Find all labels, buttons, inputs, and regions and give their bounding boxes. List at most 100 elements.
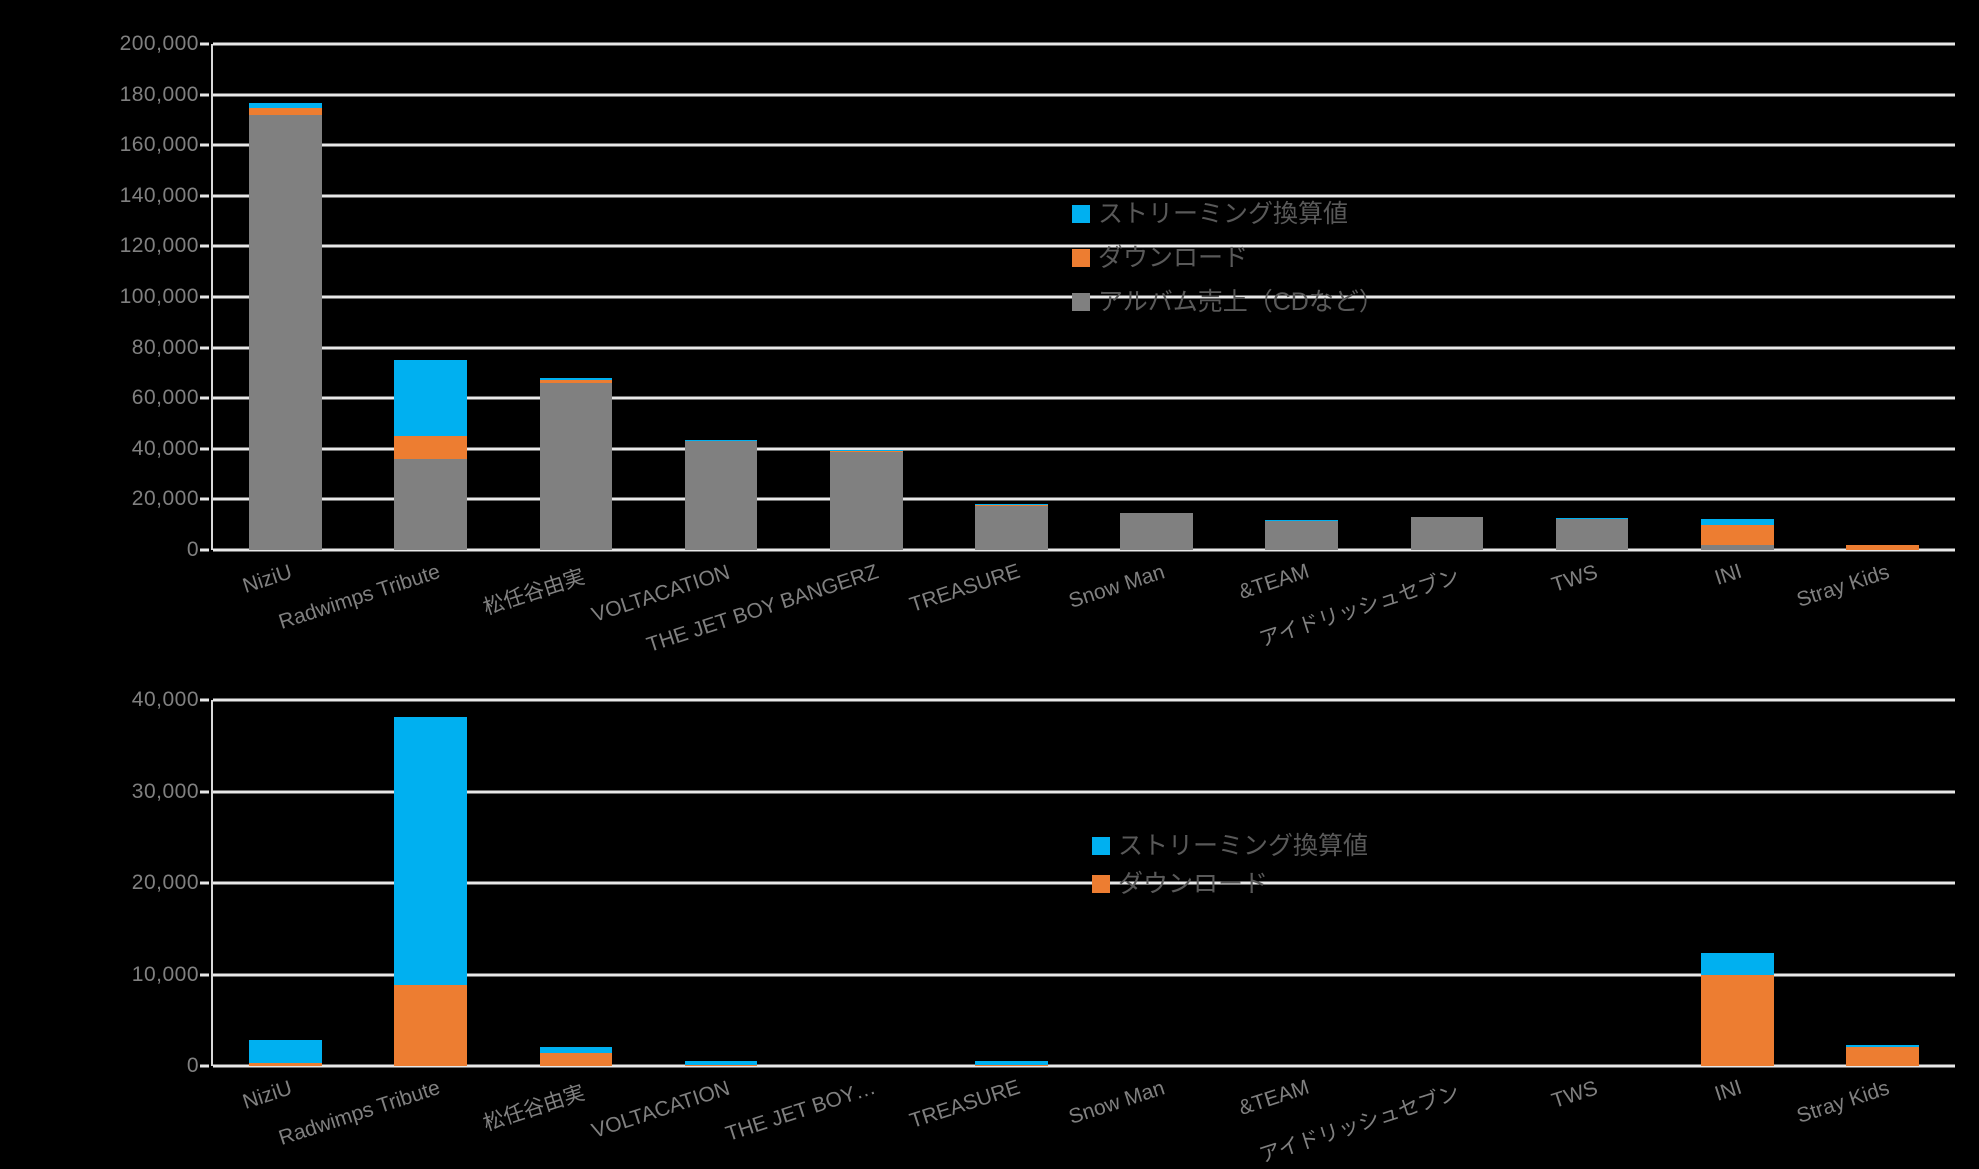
category-label: NiziU <box>240 1076 295 1114</box>
category-label: VOLTACATION <box>589 1076 733 1143</box>
bar-segment <box>540 383 613 550</box>
bar-segment <box>249 1063 322 1066</box>
category-label: TREASURE <box>907 1076 1023 1134</box>
category-label: Snow Man <box>1066 1076 1168 1129</box>
gridline <box>213 699 1955 702</box>
legend-item: ダウンロード <box>1092 870 1368 898</box>
legend-item: ストリーミング換算値 <box>1072 200 1384 228</box>
y-tickmark <box>200 346 209 349</box>
y-tickmark <box>200 447 209 450</box>
y-tickmark <box>200 93 209 96</box>
y-tick-label: 20,000 <box>132 871 199 895</box>
legend-label: ダウンロード <box>1098 246 1248 271</box>
bar-segment <box>830 452 903 550</box>
bar-segment <box>1701 545 1774 550</box>
bar-column <box>1120 513 1193 550</box>
gridline <box>213 498 1955 501</box>
y-tick-label: 30,000 <box>132 780 199 804</box>
bar-column <box>394 360 467 550</box>
bar-column <box>1846 545 1919 550</box>
y-tickmark <box>200 296 209 299</box>
y-tick-label: 60,000 <box>132 386 199 410</box>
category-label: NiziU <box>240 560 295 598</box>
category-label: Stray Kids <box>1794 560 1892 612</box>
bar-segment <box>249 115 322 550</box>
legend-item: アルバム売上（CDなど） <box>1072 288 1384 316</box>
bar-segment <box>394 360 467 436</box>
bar-segment <box>1120 513 1193 550</box>
bar-segment <box>1701 525 1774 545</box>
bar-column <box>685 440 758 550</box>
bar-column <box>540 378 613 550</box>
category-label: Snow Man <box>1066 560 1168 613</box>
gridline <box>213 882 1955 885</box>
bar-segment <box>394 985 467 1066</box>
category-label: &TEAM <box>1236 1076 1312 1121</box>
gridline <box>213 93 1955 96</box>
legend-item: ストリーミング換算値 <box>1092 832 1368 860</box>
y-tick-label: 160,000 <box>120 133 199 157</box>
legend-label: ダウンロード <box>1118 872 1268 897</box>
bar-segment <box>249 1040 322 1063</box>
bar-segment <box>1701 975 1774 1066</box>
gridline <box>213 1065 1955 1068</box>
y-tick-label: 20,000 <box>132 487 199 511</box>
y-tick-label: 0 <box>187 538 199 562</box>
legend-swatch-icon <box>1092 875 1110 893</box>
bar-segment <box>975 506 1048 550</box>
y-tick-label: 80,000 <box>132 336 199 360</box>
category-label: 松任谷由実 <box>479 560 588 621</box>
gridline <box>213 549 1955 552</box>
y-tick-label: 100,000 <box>120 285 199 309</box>
bar-segment <box>685 1065 758 1066</box>
y-tickmark <box>200 194 209 197</box>
gridline <box>213 194 1955 197</box>
bar-column <box>1556 518 1629 550</box>
bar-column <box>830 450 903 550</box>
y-tick-label: 40,000 <box>132 437 199 461</box>
bar-column <box>1701 519 1774 550</box>
bar-column <box>249 1040 322 1066</box>
bar-segment <box>1556 519 1629 550</box>
y-tickmark <box>200 882 209 885</box>
category-label: Radwimps Tribute <box>276 560 443 635</box>
bar-segment <box>685 441 758 550</box>
bar-column <box>975 504 1048 550</box>
bar-column <box>540 1047 613 1066</box>
category-label: TREASURE <box>907 560 1023 618</box>
bar-segment <box>1265 521 1338 550</box>
legend-swatch-icon <box>1072 205 1090 223</box>
bar-segment <box>394 436 467 459</box>
category-label: TWS <box>1549 560 1601 597</box>
bar-segment <box>1846 1047 1919 1066</box>
y-tickmark <box>200 498 209 501</box>
bar-column <box>685 1061 758 1066</box>
category-label: Stray Kids <box>1794 1076 1892 1128</box>
bar-segment <box>1411 517 1484 550</box>
y-tickmark <box>200 699 209 702</box>
legend-label: ストリーミング換算値 <box>1118 834 1368 859</box>
legend-swatch-icon <box>1092 837 1110 855</box>
y-tickmark <box>200 549 209 552</box>
y-tick-label: 0 <box>187 1054 199 1078</box>
gridline <box>213 447 1955 450</box>
category-label: Radwimps Tribute <box>276 1076 443 1151</box>
bar-segment <box>975 1065 1048 1066</box>
bar-column <box>394 717 467 1066</box>
legend-item: ダウンロード <box>1072 244 1384 272</box>
y-tick-label: 200,000 <box>120 32 199 56</box>
bar-column <box>975 1061 1048 1066</box>
gridline <box>213 397 1955 400</box>
category-label: &TEAM <box>1236 560 1312 605</box>
bar-column <box>1411 517 1484 550</box>
y-tickmark <box>200 1065 209 1068</box>
y-tickmark <box>200 790 209 793</box>
y-axis-line <box>211 700 213 1066</box>
category-label: INI <box>1712 1076 1745 1107</box>
y-axis-line <box>211 44 213 550</box>
legend-swatch-icon <box>1072 293 1090 311</box>
gridline <box>213 790 1955 793</box>
